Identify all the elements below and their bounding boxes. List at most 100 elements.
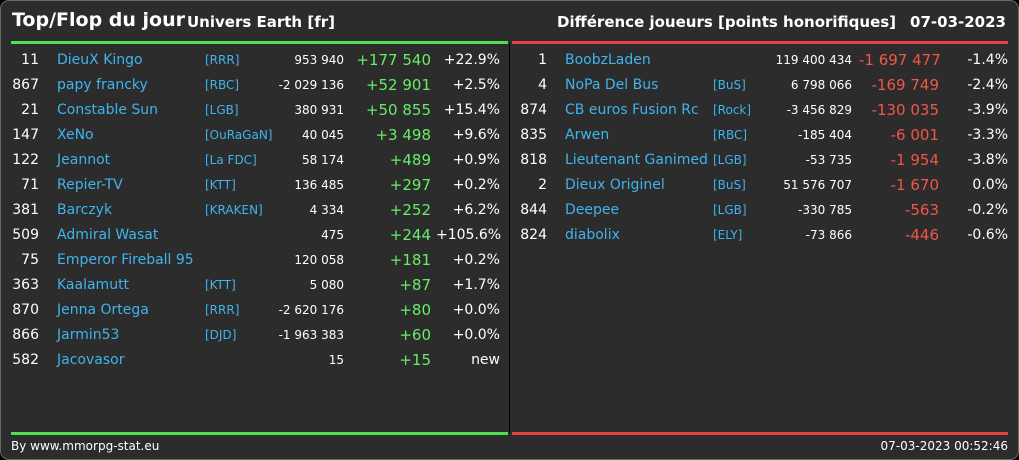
points-difference: +87 (399, 276, 431, 294)
top-player-row: 867 papy francky [RBC] -2 029 136 +52 901 +2.… (11, 73, 501, 98)
player-rank: 874 (520, 102, 547, 118)
points-difference: -446 (904, 226, 939, 244)
player-rank: 818 (520, 152, 547, 168)
alliance-tag-link[interactable]: [RRR] (205, 53, 240, 67)
percent-change: +0.9% (452, 152, 500, 168)
alliance-tag-link[interactable]: [OuRaGaN] (205, 128, 273, 142)
player-name-link[interactable]: Lieutenant Ganimed (565, 152, 708, 168)
player-name-link[interactable]: XeNo (57, 127, 94, 143)
percent-change: +2.5% (452, 77, 500, 93)
flop-player-row: 874 CB euros Fusion Rc [Rock] -3 456 829 -13… (519, 98, 1009, 123)
percent-change: +6.2% (452, 202, 500, 218)
player-name-link[interactable]: Repier-TV (57, 177, 123, 193)
player-points: -1 963 383 (278, 328, 344, 342)
percent-change: -0.6% (967, 227, 1008, 243)
player-name-link[interactable]: Jacovasor (57, 352, 125, 368)
percent-change: +1.7% (452, 277, 500, 293)
alliance-tag-link[interactable]: [Rock] (713, 103, 752, 117)
player-name-link[interactable]: Deepee (565, 202, 620, 218)
player-name-link[interactable]: NoPa Del Bus (565, 77, 659, 93)
player-name-link[interactable]: Admiral Wasat (57, 227, 159, 243)
player-name-link[interactable]: Constable Sun (57, 102, 159, 118)
alliance-tag-link[interactable]: [LGB] (713, 153, 747, 167)
percent-change: +0.0% (452, 327, 500, 343)
percent-change: new (471, 352, 500, 368)
page-title: Top/Flop du jour (12, 9, 185, 31)
alliance-tag-link[interactable]: [ELY] (713, 228, 743, 242)
player-name-link[interactable]: Kaalamutt (57, 277, 130, 293)
alliance-tag-link[interactable]: [La FDC] (205, 153, 257, 167)
points-difference: +181 (389, 251, 431, 269)
player-rank: 21 (21, 102, 39, 118)
player-rank: 363 (12, 277, 39, 293)
points-difference: -563 (904, 201, 939, 219)
top-player-row: 21 Constable Sun [LGB] 380 931 +50 855 +15.4% (11, 98, 501, 123)
percent-change: -0.2% (967, 202, 1008, 218)
top-player-row: 582 Jacovasor 15 +15 new (11, 348, 501, 373)
player-rank: 11 (21, 52, 39, 68)
player-name-link[interactable]: Jarmin53 (57, 327, 120, 343)
player-points: -3 456 829 (786, 103, 852, 117)
points-difference: +297 (389, 176, 431, 194)
percent-change: 0.0% (972, 177, 1008, 193)
player-rank: 867 (12, 77, 39, 93)
player-name-link[interactable]: Barczyk (57, 202, 113, 218)
player-name-link[interactable]: papy francky (57, 77, 148, 93)
alliance-tag-link[interactable]: [BuS] (713, 78, 746, 92)
universe-label: Univers Earth [fr] (187, 13, 335, 31)
top-player-row: 75 Emperor Fireball 95 120 058 +181 +0.2% (11, 248, 501, 273)
flop-player-row: 1 BoobzLaden 119 400 434 -1 697 477 -1.4% (519, 48, 1009, 73)
percent-change: +9.6% (452, 127, 500, 143)
alliance-tag-link[interactable]: [LGB] (713, 203, 747, 217)
date-label: 07-03-2023 (910, 13, 1006, 31)
player-rank: 824 (520, 227, 547, 243)
alliance-tag-link[interactable]: [BuS] (713, 178, 746, 192)
player-name-link[interactable]: Emperor Fireball 95 (57, 252, 194, 268)
player-name-link[interactable]: Jenna Ortega (57, 302, 149, 318)
player-points: 953 940 (294, 53, 344, 67)
alliance-tag-link[interactable]: [LGB] (205, 103, 239, 117)
percent-change: +105.6% (436, 227, 502, 243)
flop-player-row: 4 NoPa Del Bus [BuS] 6 798 066 -169 749 -2.4% (519, 73, 1009, 98)
player-name-link[interactable]: CB euros Fusion Rc (565, 102, 699, 118)
alliance-tag-link[interactable]: [RBC] (205, 78, 240, 92)
points-difference: -1 697 477 (859, 51, 941, 69)
flop-header-line (512, 41, 1008, 44)
flop-footer-line (512, 432, 1008, 435)
site-credit: By www.mmorpg-stat.eu (11, 439, 160, 453)
flop-player-row: 824 diabolix [ELY] -73 866 -446 -0.6% (519, 223, 1009, 248)
points-difference: -130 035 (871, 101, 939, 119)
points-difference: +60 (399, 326, 431, 344)
top-header-line (11, 41, 508, 44)
player-name-link[interactable]: Dieux Originel (565, 177, 665, 193)
alliance-tag-link[interactable]: [KTT] (205, 278, 236, 292)
points-difference: +244 (389, 226, 431, 244)
alliance-tag-link[interactable]: [RBC] (713, 128, 748, 142)
percent-change: +0.2% (452, 177, 500, 193)
player-name-link[interactable]: diabolix (565, 227, 620, 243)
player-points: 4 334 (309, 203, 344, 217)
player-rank: 870 (12, 302, 39, 318)
player-rank: 122 (12, 152, 39, 168)
player-points: -2 620 176 (278, 303, 344, 317)
player-points: -73 866 (805, 228, 852, 242)
alliance-tag-link[interactable]: [RRR] (205, 303, 240, 317)
player-name-link[interactable]: DieuX Kingo (57, 52, 143, 68)
points-difference: +3 498 (375, 126, 431, 144)
player-rank: 1 (538, 52, 547, 68)
points-difference: +15 (399, 351, 431, 369)
points-difference: -1 670 (890, 176, 939, 194)
player-rank: 147 (12, 127, 39, 143)
player-points: 58 174 (302, 153, 344, 167)
player-name-link[interactable]: BoobzLaden (565, 52, 651, 68)
alliance-tag-link[interactable]: [KTT] (205, 178, 236, 192)
top-player-row: 381 Barczyk [KRAKEN] 4 334 +252 +6.2% (11, 198, 501, 223)
player-name-link[interactable]: Arwen (565, 127, 610, 143)
alliance-tag-link[interactable]: [KRAKEN] (205, 203, 263, 217)
alliance-tag-link[interactable]: [DJD] (205, 328, 237, 342)
player-points: 15 (328, 353, 344, 367)
player-points: 136 485 (294, 178, 344, 192)
player-name-link[interactable]: Jeannot (57, 152, 111, 168)
points-difference: +80 (399, 301, 431, 319)
percent-change: -3.8% (967, 152, 1008, 168)
